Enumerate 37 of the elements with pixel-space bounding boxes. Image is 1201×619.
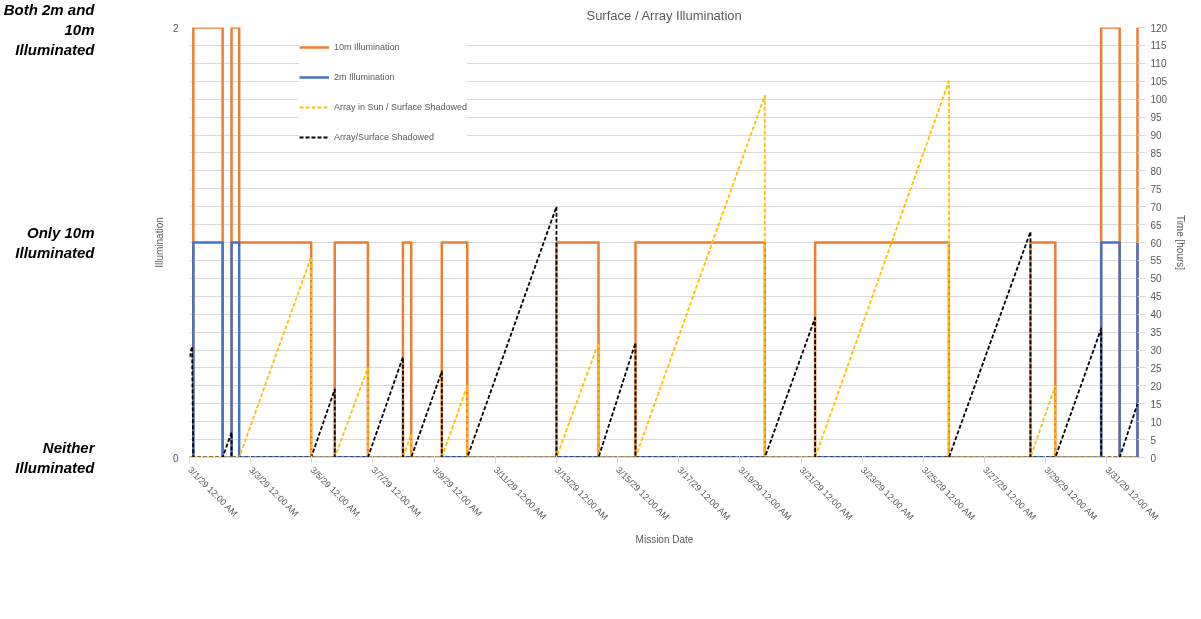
y2-tick-label: 45 — [1150, 291, 1163, 303]
y2-tick-label: 75 — [1150, 183, 1163, 195]
text: Both 2m and 10m Illuminated — [3, 0, 96, 59]
y2-tick-label: 80 — [1150, 165, 1163, 177]
y2-tick-label: 65 — [1150, 219, 1163, 231]
y2-tick-label: 55 — [1150, 255, 1163, 267]
y2-tick-label: 25 — [1150, 362, 1163, 374]
y2-tick-label: 95 — [1150, 112, 1163, 124]
y2-tick-label: 105 — [1150, 76, 1168, 88]
y2-tick-label: 115 — [1150, 40, 1167, 52]
y-axis-title: Illumination — [153, 217, 165, 268]
legend-label: 10m Illumination — [334, 42, 400, 52]
y-tick-label: 2 — [172, 22, 179, 34]
y2-tick-label: 120 — [1150, 22, 1168, 34]
text: Neither Illuminated — [15, 438, 96, 477]
y2-axis-title: Time [hours] — [1175, 214, 1187, 271]
y2-tick-label: 50 — [1150, 273, 1163, 285]
x-axis-title: Mission Date — [635, 533, 694, 545]
legend-label: Array in Sun / Surface Shadowed — [334, 102, 468, 112]
y2-tick-label: 40 — [1150, 309, 1163, 321]
y2-tick-label: 15 — [1150, 398, 1163, 410]
y2-tick-label: 100 — [1150, 94, 1168, 106]
y2-tick-label: 35 — [1150, 327, 1163, 339]
y2-tick-label: 110 — [1150, 58, 1167, 70]
y2-tick-label: 0 — [1150, 452, 1157, 464]
legend-label: 2m Illumination — [334, 72, 395, 82]
y2-tick-label: 20 — [1150, 380, 1163, 392]
y2-tick-label: 30 — [1150, 345, 1163, 356]
y2-tick-label: 90 — [1150, 130, 1163, 141]
y2-tick-label: 5 — [1150, 434, 1157, 446]
text: Only 10m Illuminated — [15, 223, 96, 262]
y2-tick-label: 60 — [1150, 237, 1163, 249]
legend-label: Array/Surface Shadowed — [334, 132, 435, 142]
chart-title: Surface / Array Illumination — [586, 7, 742, 23]
y2-tick-label: 85 — [1150, 147, 1163, 159]
y2-tick-label: 10 — [1150, 416, 1163, 428]
y2-tick-label: 70 — [1150, 201, 1163, 213]
